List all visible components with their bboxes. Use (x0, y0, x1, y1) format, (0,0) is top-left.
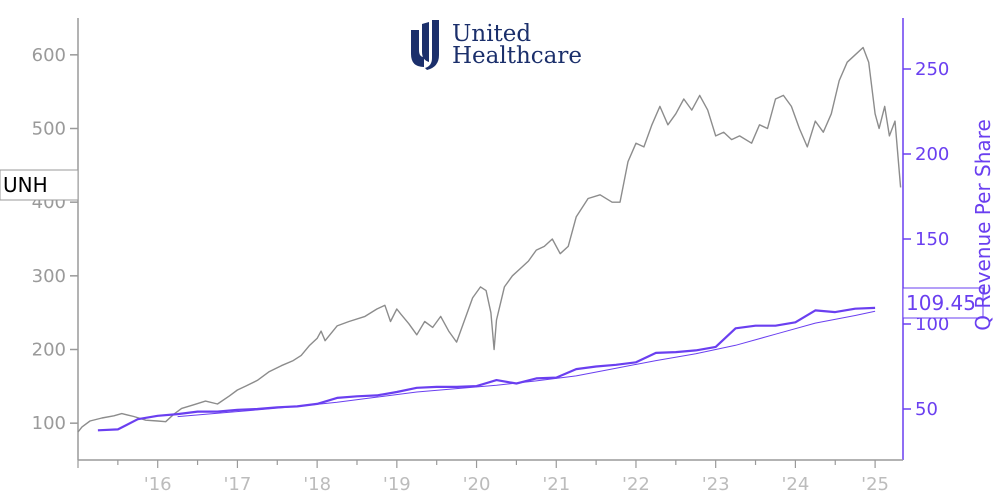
logo-mark-icon (411, 20, 439, 70)
bottom-tick-label: '20 (463, 474, 491, 495)
bottom-tick-label: '22 (622, 474, 650, 495)
bottom-tick-label: '18 (303, 474, 331, 495)
right-tick-label: 200 (915, 144, 949, 165)
right-tick-label: 100 (915, 314, 949, 335)
right-tick-label: 150 (915, 229, 949, 250)
left-tick-label: 100 (32, 413, 66, 434)
last-value-box: 109.45 (902, 287, 984, 319)
bottom-tick-label: '19 (383, 474, 411, 495)
last-value-label: 109.45 (906, 291, 976, 315)
bottom-tick-label: '16 (144, 474, 172, 495)
series-revenue-trend-line (177, 310, 876, 418)
left-tick-label: 200 (32, 340, 66, 361)
bottom-tick-label: '25 (861, 474, 889, 495)
right-tick-label: 50 (915, 399, 938, 420)
left-tick-label: 600 (32, 45, 66, 66)
bottom-tick-label: '21 (542, 474, 570, 495)
unitedhealthcare-logo: United Healthcare (411, 20, 582, 70)
right-tick-label: 250 (915, 59, 949, 80)
bottom-axis-ticks: '16 '17 '18 '19 '20 '21 '22 '23 '24 '25 (77, 460, 889, 495)
ticker-label-box: UNH (0, 169, 79, 201)
logo-line1: United (452, 21, 531, 47)
left-tick-label: 300 (32, 266, 66, 287)
bottom-tick-label: '17 (223, 474, 251, 495)
series-price-line (77, 46, 902, 433)
left-tick-label: 500 (32, 119, 66, 140)
right-axis-title: Q Revenue Per Share (971, 119, 995, 331)
ticker-label: UNH (3, 173, 48, 197)
series-revenue-line (97, 306, 876, 432)
bottom-tick-label: '24 (781, 474, 809, 495)
logo-line2: Healthcare (452, 43, 582, 69)
bottom-tick-label: '23 (702, 474, 730, 495)
right-axis-ticks: 50 100 150 200 250 (903, 59, 949, 420)
